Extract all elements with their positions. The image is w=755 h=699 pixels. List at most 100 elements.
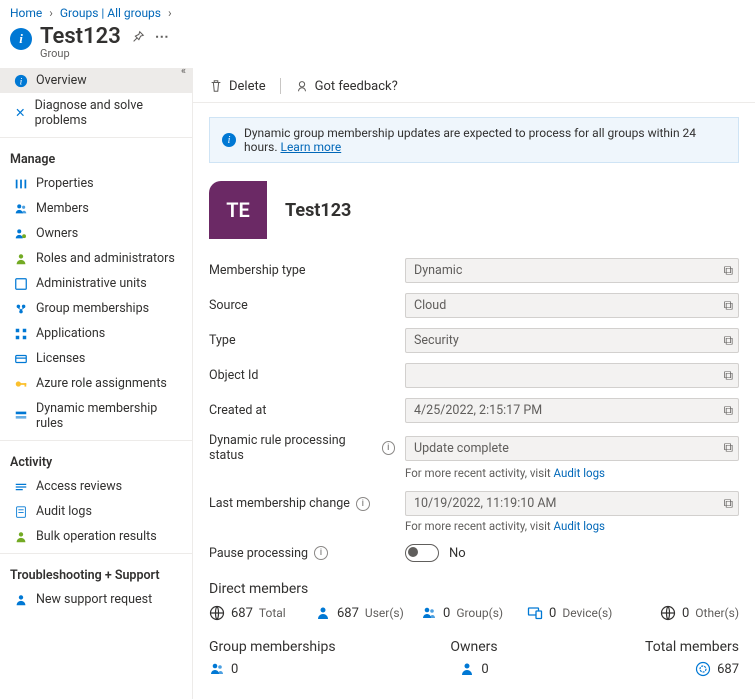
properties-list: Membership type ⧉ Source ⧉ Type ⧉ [193,253,755,567]
svg-text:i: i [20,76,23,87]
applications-icon [14,327,28,341]
sidebar-item-bulk-results[interactable]: Bulk operation results [0,524,192,549]
stat-others-num: 0 [682,606,689,621]
sidebar-item-applications[interactable]: Applications [0,321,192,346]
sidebar-item-properties[interactable]: Properties [0,171,192,196]
chevron-right-icon: › [49,6,53,20]
audit-logs-icon [14,505,28,519]
breadcrumb-groups[interactable]: Groups | All groups [60,6,161,20]
main-content: Delete Got feedback? i Dynamic group mem… [192,68,755,699]
sidebar-item-dynamic-rules[interactable]: Dynamic membership rules [0,396,192,436]
group-name: Test123 [285,200,351,221]
sidebar-item-owners[interactable]: Owners [0,221,192,246]
sidebar-item-licenses[interactable]: Licenses [0,346,192,371]
sidebar-item-label: Audit logs [36,504,92,519]
stat-total-num: 687 [231,606,253,621]
pause-toggle[interactable] [405,544,439,562]
sidebar-item-members[interactable]: Members [0,196,192,221]
delete-button[interactable]: Delete [209,79,266,94]
status-field[interactable] [405,436,739,461]
source-field[interactable] [405,293,739,318]
group-icon [209,661,225,677]
device-icon [527,605,543,621]
access-reviews-icon [14,480,28,494]
delete-label: Delete [229,79,266,94]
copy-icon[interactable]: ⧉ [724,496,733,511]
more-icon[interactable]: ⋯ [155,29,169,45]
pin-icon[interactable] [131,30,145,44]
copy-icon[interactable]: ⧉ [724,368,733,383]
sidebar-item-roles[interactable]: Roles and administrators [0,246,192,271]
sidebar-section-trouble: Troubleshooting + Support [0,558,192,587]
sidebar-item-label: Properties [36,176,94,191]
group-memberships-val: 0 [231,662,238,677]
type-field[interactable] [405,328,739,353]
copy-icon[interactable]: ⧉ [724,441,733,456]
roles-icon [14,252,28,266]
toolbar: Delete Got feedback? [193,68,755,103]
page-title-row: Test123 ⋯ [40,24,169,49]
sidebar-item-label: Dynamic membership rules [36,401,182,431]
total-members-icon [695,661,711,677]
sidebar-item-label: Members [36,201,89,216]
divider [0,440,192,441]
sidebar-item-label: Roles and administrators [36,251,175,266]
stat-users: 687 User(s) [315,605,421,621]
status-note-text: For more recent activity, visit [405,466,554,480]
owners-title: Owners [450,639,497,655]
copy-icon[interactable]: ⧉ [724,263,733,278]
copy-icon[interactable]: ⧉ [724,298,733,313]
prop-label-status: Dynamic rule processing status i [209,433,395,463]
help-icon[interactable]: i [356,497,370,511]
col-owners: Owners 0 [386,639,563,677]
summary-triple: Group memberships 0 Owners 0 T [193,625,755,679]
page-title: Test123 [40,24,121,49]
sidebar-item-diagnose[interactable]: ✕ Diagnose and solve problems [0,93,192,133]
status-note: For more recent activity, visit Audit lo… [405,466,739,480]
user-icon [315,605,331,621]
help-icon[interactable]: i [382,441,395,455]
prop-label-pause-text: Pause processing [209,546,308,561]
sidebar-item-azure-roles[interactable]: Azure role assignments [0,371,192,396]
prop-label-source: Source [209,298,395,313]
bulk-results-icon [14,530,28,544]
divider [0,553,192,554]
help-icon[interactable]: i [314,546,328,560]
prop-label-object-id: Object Id [209,368,395,383]
last-change-note: For more recent activity, visit Audit lo… [405,519,739,533]
prop-label-status-text: Dynamic rule processing status [209,433,376,463]
membership-type-field[interactable] [405,258,739,283]
learn-more-link[interactable]: Learn more [280,140,341,154]
globe-icon [209,605,225,621]
feedback-button[interactable]: Got feedback? [295,79,398,94]
created-at-field[interactable] [405,398,739,423]
group-memberships-title: Group memberships [209,639,386,655]
sidebar-item-access-reviews[interactable]: Access reviews [0,474,192,499]
collapse-sidebar-icon[interactable]: « [181,64,186,77]
copy-icon[interactable]: ⧉ [724,403,733,418]
page-subtype: Group [40,47,169,60]
prop-label-type: Type [209,333,395,348]
sidebar-item-new-support[interactable]: New support request [0,587,192,612]
sidebar-item-admin-units[interactable]: Administrative units [0,271,192,296]
sidebar-item-label: Applications [36,326,105,341]
group-hero: TE Test123 [193,177,755,253]
stat-devices-lbl: Device(s) [562,606,612,620]
sidebar-item-group-memberships[interactable]: Group memberships [0,296,192,321]
key-icon [14,377,28,391]
copy-icon[interactable]: ⧉ [724,333,733,348]
audit-logs-link[interactable]: Audit logs [554,519,605,533]
last-change-note-text: For more recent activity, visit [405,519,554,533]
breadcrumb-home[interactable]: Home [10,6,42,20]
stat-users-lbl: User(s) [365,606,404,620]
object-id-field[interactable] [405,363,739,388]
support-icon [14,593,28,607]
sidebar-item-audit-logs[interactable]: Audit logs [0,499,192,524]
page-header: i Test123 ⋯ Group [0,22,755,68]
sidebar-item-overview[interactable]: i Overview [0,68,192,93]
divider [0,137,192,138]
group-tile: TE [209,181,267,239]
sidebar-section-manage: Manage [0,142,192,171]
audit-logs-link[interactable]: Audit logs [554,466,605,480]
last-change-field[interactable] [405,491,739,516]
